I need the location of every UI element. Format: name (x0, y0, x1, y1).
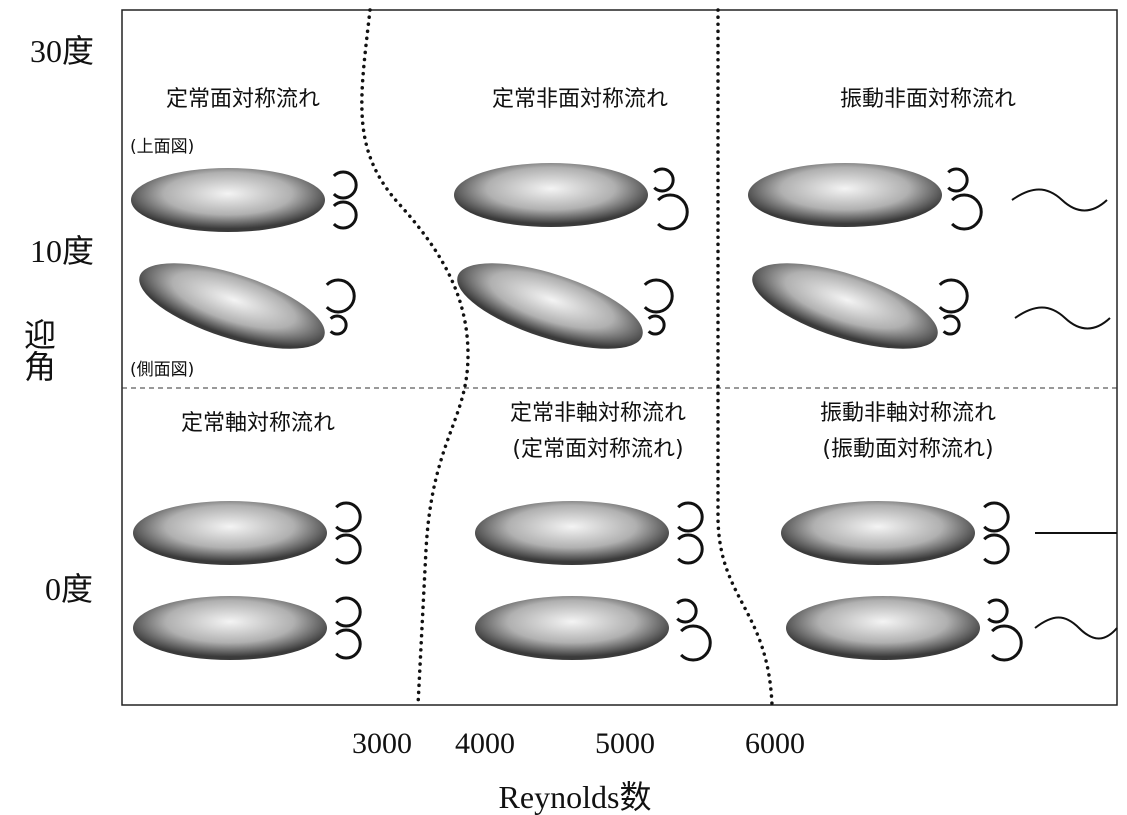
vortex (944, 316, 959, 334)
vortex (658, 195, 687, 229)
x-label: 5000 (595, 727, 655, 760)
y-label: 0度 (45, 571, 93, 607)
view-label: (側面図) (130, 360, 194, 380)
vortex (984, 535, 1008, 563)
body (131, 168, 325, 232)
vortex (677, 600, 696, 622)
x-label: 3000 (352, 727, 412, 760)
wake (1015, 308, 1110, 329)
region-label: 定常軸対称流れ (181, 411, 335, 436)
boundary (362, 10, 468, 705)
vortex (336, 630, 360, 658)
x-label: 4000 (455, 727, 515, 760)
vortex (681, 626, 710, 660)
vortex (327, 280, 354, 312)
view-label: (上面図) (130, 137, 194, 157)
region-label: 振動非面対称流れ (840, 87, 1016, 112)
vortex (331, 316, 346, 334)
body (475, 596, 669, 660)
boundary (718, 10, 772, 705)
body (743, 246, 947, 367)
body (130, 246, 334, 367)
vortex (948, 169, 967, 191)
y-title: 迎角 (20, 318, 56, 382)
vortex (336, 535, 360, 563)
vortex (988, 600, 1007, 622)
region-label: (振動面対称流れ) (822, 437, 993, 462)
vortex (678, 503, 702, 531)
vortex (336, 503, 360, 531)
vortex (336, 598, 360, 626)
wake (1012, 190, 1107, 211)
region-label: 定常非面対称流れ (492, 87, 668, 112)
body (454, 163, 648, 227)
vortex (654, 169, 673, 191)
region-label: 振動非軸対称流れ (820, 401, 996, 426)
vortex (984, 503, 1008, 531)
body (133, 501, 327, 565)
y-label: 30度 (30, 33, 94, 69)
vortex (649, 316, 664, 334)
region-label: (定常面対称流れ) (512, 437, 683, 462)
body (133, 596, 327, 660)
vortex (334, 202, 356, 228)
region-label: 定常面対称流れ (166, 87, 320, 112)
vortex (992, 626, 1021, 660)
body (748, 163, 942, 227)
vortex (952, 195, 981, 229)
x-title: Reynolds数 (499, 779, 652, 815)
body (475, 501, 669, 565)
y-label: 10度 (30, 233, 94, 269)
vortex (940, 280, 967, 312)
diagram: 30度 10度 0度 迎角 3000 4000 5000 6000 Reynol… (0, 0, 1127, 815)
vortex (678, 535, 702, 563)
wake (1035, 618, 1117, 639)
body (781, 501, 975, 565)
body (786, 596, 980, 660)
body (448, 246, 652, 367)
x-label: 6000 (745, 727, 805, 760)
vortex (645, 280, 672, 312)
vortex (334, 172, 356, 198)
region-label: 定常非軸対称流れ (510, 401, 686, 426)
